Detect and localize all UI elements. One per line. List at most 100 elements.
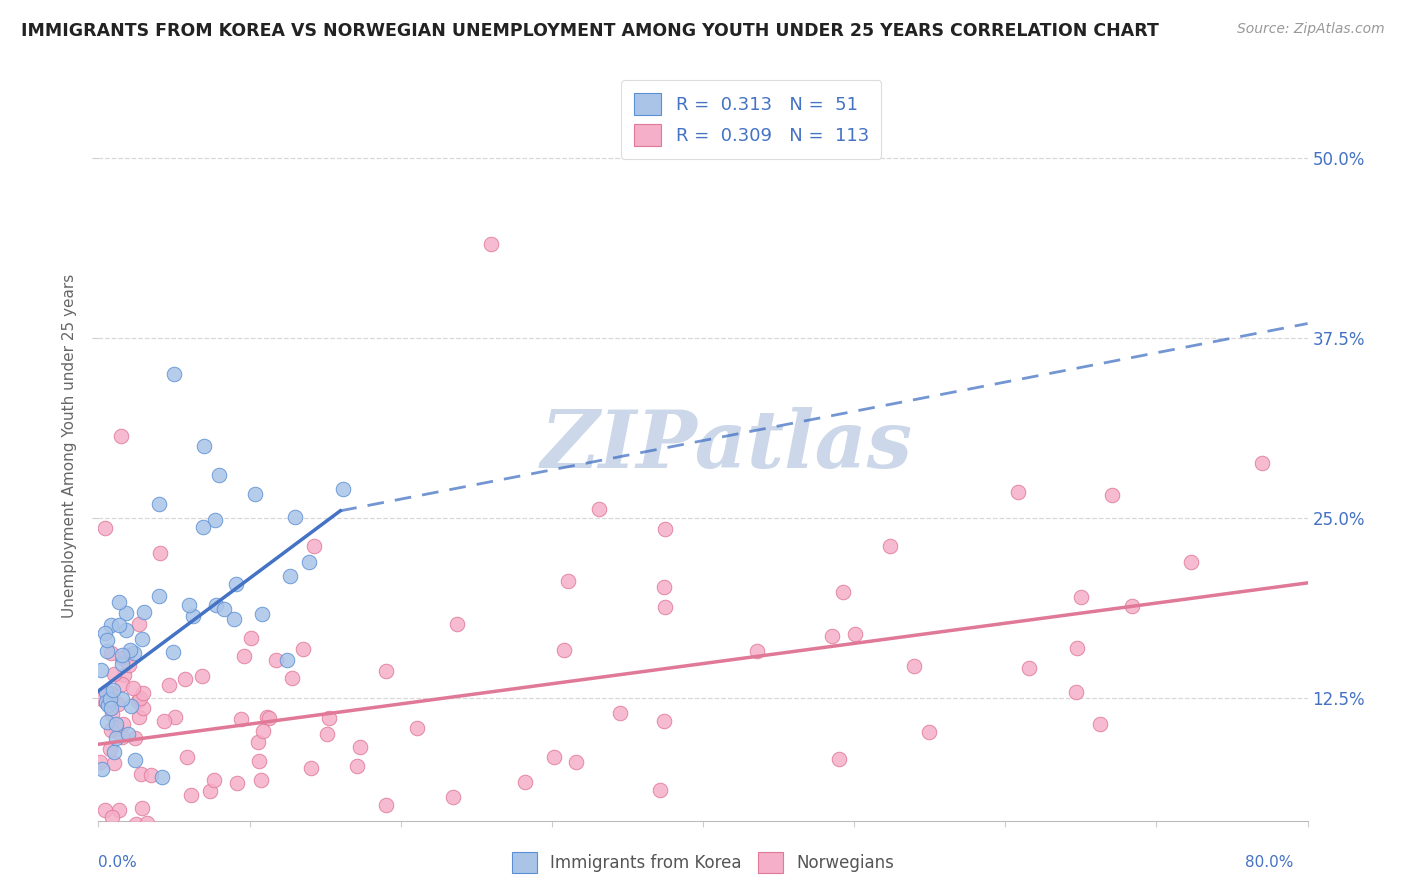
Point [609,706,631,720]
Point [163,367,186,381]
Point [225,576,247,591]
Point [1090,717,1112,731]
Point [124,646,146,660]
Point [100,646,122,660]
Point [257,711,280,725]
Point [131,701,153,715]
Point [249,773,271,788]
Point [247,734,270,748]
Point [100,618,122,632]
Point [115,648,138,662]
Point [374,797,396,812]
Point [239,631,262,645]
Point [250,607,273,621]
Point [157,678,180,692]
Point [224,612,246,626]
Point [821,629,844,643]
Point [252,724,274,739]
Point [650,782,672,797]
Point [107,595,129,609]
Point [111,717,134,731]
Point [100,723,122,738]
Point [191,669,214,683]
Point [114,606,136,620]
Point [135,816,157,830]
Point [90,664,112,678]
Point [132,686,155,700]
Point [111,677,134,691]
Point [243,487,266,501]
Point [127,694,149,708]
Point [1007,485,1029,500]
Point [97,698,120,713]
Point [96,632,118,647]
Point [832,585,855,599]
Point [98,686,121,700]
Point [120,831,142,846]
Point [405,722,427,736]
Point [212,602,235,616]
Point [1064,684,1087,698]
Point [148,589,170,603]
Point [745,644,768,658]
Point [128,616,150,631]
Point [122,681,145,695]
Text: 0.0%: 0.0% [98,855,138,870]
Point [291,642,314,657]
Point [515,775,537,789]
Point [247,755,270,769]
Point [176,750,198,764]
Point [91,846,114,860]
Point [844,627,866,641]
Point [134,605,156,619]
Point [202,773,225,788]
Point [284,509,307,524]
Point [124,731,146,746]
Point [276,652,298,666]
Point [284,856,307,871]
Point [349,739,371,754]
Point [332,482,354,496]
Point [1066,641,1088,656]
Point [318,711,340,725]
Point [204,513,226,527]
Point [96,714,118,729]
Point [553,643,575,657]
Point [94,695,117,709]
Point [301,761,323,775]
Point [652,580,675,594]
Point [173,672,195,686]
Point [205,598,228,612]
Point [557,574,579,589]
Point [90,692,112,706]
Point [153,714,176,728]
Point [179,599,201,613]
Point [112,668,135,682]
Point [229,712,252,726]
Point [166,855,188,869]
Point [128,690,150,705]
Point [828,752,851,766]
Point [181,608,204,623]
Point [441,789,464,804]
Point [346,759,368,773]
Point [100,695,122,709]
Point [129,767,152,781]
Text: IMMIGRANTS FROM KOREA VS NORWEGIAN UNEMPLOYMENT AMONG YOUTH UNDER 25 YEARS CORRE: IMMIGRANTS FROM KOREA VS NORWEGIAN UNEMP… [21,22,1159,40]
Point [103,683,125,698]
Point [131,632,153,646]
Point [125,817,148,831]
Point [101,707,124,722]
Point [148,497,170,511]
Point [278,568,301,582]
Point [89,755,111,769]
Point [101,810,124,824]
Text: Source: ZipAtlas.com: Source: ZipAtlas.com [1237,22,1385,37]
Text: ZIPatlas: ZIPatlas [541,408,914,484]
Point [208,467,231,482]
Point [96,644,118,658]
Point [1180,555,1202,569]
Point [654,522,676,536]
Point [353,856,375,871]
Point [652,714,675,728]
